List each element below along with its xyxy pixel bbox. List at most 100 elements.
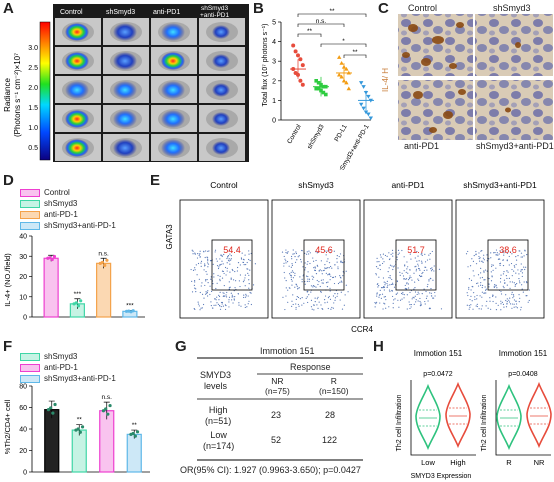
y-tick-label: 5: [272, 20, 276, 27]
bioluminescence-spot: [65, 23, 89, 41]
significance-bracket: [297, 13, 367, 17]
significance-label: n.s.: [102, 394, 113, 401]
data-point: [76, 427, 80, 431]
significance-bracket: [343, 54, 367, 58]
panel-f-ylabel: %Th2/CD4+ cell: [3, 399, 12, 454]
panel-label-h: H: [373, 338, 384, 355]
data-point: [337, 72, 342, 77]
data-point: [346, 86, 351, 91]
colorbar-tick: 1.0: [28, 125, 38, 132]
data-point: [314, 79, 318, 83]
flow-xlabel: CCR4: [351, 325, 373, 334]
data-point: [337, 55, 342, 59]
data-point: [339, 60, 344, 65]
colorbar-tick: 3.0: [28, 45, 38, 52]
data-point: [321, 90, 326, 95]
violin-left-group-high: High: [450, 458, 465, 467]
x-tick-label: shSmyd3: [306, 123, 326, 150]
data-point: [296, 53, 300, 58]
data-point: [103, 263, 107, 267]
bar: [96, 262, 112, 318]
violin-left-ylabel: Th2 cell Infiltration: [396, 394, 403, 451]
bioluminescence-spot: [161, 81, 185, 99]
panel-a-header-control: Control: [60, 9, 83, 16]
colorbar: [39, 21, 51, 161]
flow-plot-frame: [271, 199, 361, 319]
significance-bracket: [297, 23, 345, 27]
significance-bracket: [320, 43, 367, 47]
y-tick-label: 20: [19, 274, 27, 281]
significance-label: ***: [126, 302, 134, 309]
colorbar-tick: 0.5: [28, 145, 38, 152]
y-tick-label: 0: [272, 118, 276, 125]
data-point: [344, 66, 349, 71]
table-title: Immotion 151: [260, 346, 315, 356]
table-col-r: R (n=150): [319, 376, 349, 396]
bioluminescence-spot: [212, 54, 230, 68]
data-point: [298, 57, 303, 62]
data-point: [101, 409, 106, 413]
gate: [395, 239, 437, 291]
data-point: [52, 254, 57, 259]
data-point: [300, 63, 305, 68]
violin-low: [415, 383, 441, 451]
x-tick-label: Control: [286, 123, 303, 145]
data-point: [366, 94, 371, 99]
table-rules: [197, 357, 363, 461]
bioluminescence-spot: [161, 110, 185, 128]
flow-plot-title: anti-PD1: [391, 180, 424, 190]
panel-b-chart: Total flux (10⁷ photons s⁻¹) 0 1 2 3 4 5 Contr…: [262, 8, 374, 170]
significance-label: **: [77, 417, 83, 424]
bar: [44, 409, 60, 473]
legend-swatch: [20, 188, 40, 197]
data-point: [49, 406, 53, 410]
bioluminescence-spot: [113, 23, 137, 41]
panel-d-legend: Control shSmyd3 anti-PD-1 shSmyd3+anti-P…: [20, 187, 116, 231]
panel-c-label-shsmyd3: shSmyd3: [493, 3, 531, 13]
violin-right-p: p=0.0408: [508, 371, 537, 378]
error-bar: [103, 401, 110, 420]
violin-high: [445, 381, 471, 449]
legend-swatch: [20, 374, 40, 383]
significance-label: **: [307, 28, 313, 35]
significance-label: *: [342, 38, 345, 45]
panel-label-e: E: [150, 172, 161, 189]
panel-h-violins: Immotion 151 Immotion 151 p=0.0472 p=0.0…: [396, 349, 552, 480]
flow-events: [465, 249, 531, 311]
violin-r: [496, 383, 522, 451]
significance-label: n.s.: [98, 250, 109, 257]
bioluminescence-spot: [65, 81, 89, 99]
bioluminescence-spot: [113, 52, 137, 70]
data-point: [361, 106, 366, 111]
table-row-high-r: 28: [325, 410, 336, 420]
legend-swatch: [20, 363, 40, 372]
panel-label-f: F: [3, 338, 13, 355]
bioluminescence-spot: [161, 23, 185, 41]
data-point: [78, 430, 82, 434]
violin-right-group-r: R: [506, 458, 512, 467]
flow-plot-title: shSmyd3+anti-PD1: [463, 180, 537, 190]
flow-events: [190, 249, 256, 311]
data-point: [314, 86, 318, 91]
significance-label: ***: [74, 291, 82, 298]
panel-e-flow: GATA3 CCR4 Control 54.4 shSmyd3 45.6 anti-PD…: [165, 180, 545, 334]
bioluminescence-spot: [161, 139, 185, 157]
table-row-low-label: Low (n=174): [203, 430, 235, 451]
colorbar-tick: 2.5: [28, 65, 38, 72]
data-point: [339, 74, 344, 79]
violin-left-xlabel: SMYD3 Expression: [411, 473, 472, 480]
violin-left-group-low: Low: [421, 458, 435, 467]
data-point: [80, 425, 85, 429]
y-tick-label: 20: [19, 448, 27, 455]
data-point: [133, 434, 137, 438]
legend-item: shSmyd3: [20, 351, 116, 362]
legend-swatch: [20, 199, 40, 208]
bar: [99, 410, 115, 473]
bioluminescence-spot: [161, 52, 185, 70]
gate-percent: 51.7: [407, 245, 425, 255]
panel-label-d: D: [3, 172, 14, 189]
panel-c-label-antipd1: anti-PD1: [404, 141, 440, 151]
data-point: [51, 411, 55, 415]
legend-swatch: [20, 352, 40, 361]
flow-events: [374, 249, 443, 310]
